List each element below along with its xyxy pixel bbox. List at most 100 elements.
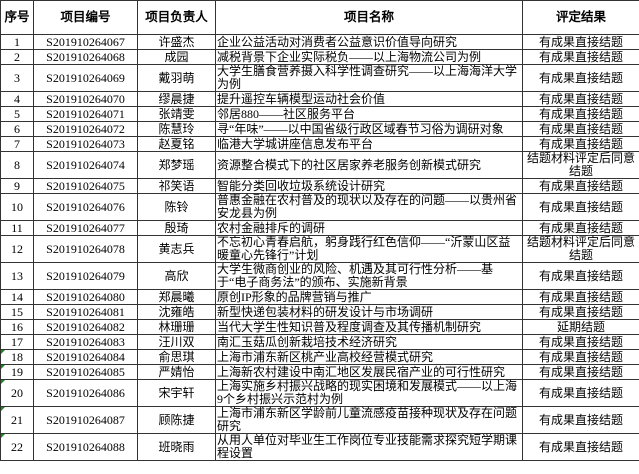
- cell-leader: 陈铃: [137, 193, 216, 221]
- table-row: 12 S201910264078 黄志兵 不忘初心青春启航，躬身践行红色信仰——“沂蒙…: [0, 235, 639, 263]
- cell-leader: 陈慧玲: [137, 121, 216, 137]
- table-row: 21 S201910264087 顾陈捷 上海市浦东新区学龄前儿童流感疫苗接种现状及存…: [0, 406, 639, 434]
- cell-project-name: 上海市浦东新区桃产业高校经营模式研究: [215, 349, 523, 365]
- cell-index: 3: [0, 64, 34, 92]
- cell-project-name: 寻“年味”——以中国省级行政区域春节习俗为调研对象: [215, 121, 523, 137]
- cell-leader: 戴羽萌: [137, 64, 216, 92]
- cell-project-name: 大学生微商创业的风险、机遇及其可行性分析——基于“电子商务法”的颁布、实施新背景: [215, 262, 523, 290]
- cell-leader: 宋宇轩: [137, 379, 216, 407]
- header-project-name: 项目名称: [215, 0, 523, 35]
- cell-project-id: S201910264073: [33, 136, 138, 152]
- cell-project-id: S201910264079: [33, 262, 138, 290]
- table-row: 19 S201910264085 严婧怡 上海新农村建设中南汇地区发展民宿产业的可行性…: [0, 364, 639, 380]
- cell-project-id: S201910264083: [33, 334, 138, 350]
- table-row: 16 S201910264082 林珊珊 当代大学生性知识普及程度调查及其传播机制研究…: [0, 319, 639, 335]
- cell-index: 16: [0, 319, 34, 335]
- table-row: 11 S201910264077 殷琦 农村金融排斥的调研 有成果直接结题: [0, 220, 639, 236]
- cell-project-id: S201910264080: [33, 289, 138, 305]
- table-row: 7 S201910264073 赵夏铭 临港大学城讲座信息发布平台 有成果直接结题: [0, 136, 639, 152]
- cell-project-name: 临港大学城讲座信息发布平台: [215, 136, 523, 152]
- cell-index: 17: [0, 334, 34, 350]
- cell-project-id: S201910264085: [33, 364, 138, 380]
- cell-leader: 沈雍皓: [137, 304, 216, 320]
- cell-project-id: S201910264081: [33, 304, 138, 320]
- cell-leader: 祁笑语: [137, 178, 216, 194]
- cell-result: 有成果直接结题: [522, 433, 639, 461]
- header-index: 序号: [0, 0, 34, 35]
- cell-comment-marker-icon: [1, 407, 5, 411]
- cell-project-id: S201910264070: [33, 91, 138, 107]
- cell-project-id: S201910264068: [33, 49, 138, 65]
- cell-result: 有成果直接结题: [522, 178, 639, 194]
- header-row: 序号 项目编号 项目负责人 项目名称 评定结果: [0, 0, 639, 35]
- table-row: 6 S201910264072 陈慧玲 寻“年味”——以中国省级行政区域春节习俗为调研…: [0, 121, 639, 137]
- cell-leader: 成园: [137, 49, 216, 65]
- cell-result: 有成果直接结题: [522, 289, 639, 305]
- table-row: 10 S201910264076 陈铃 普惠金融在农村普及的现状以及存在的问题——以贵…: [0, 193, 639, 221]
- cell-result: 有成果直接结题: [522, 91, 639, 107]
- cell-result: 有成果直接结题: [522, 349, 639, 365]
- cell-index: 9: [0, 178, 34, 194]
- cell-result: 有成果直接结题: [522, 49, 639, 65]
- cell-index: 10: [0, 193, 34, 221]
- cell-project-id: S201910264069: [33, 64, 138, 92]
- cell-project-id: S201910264076: [33, 193, 138, 221]
- cell-project-name: 新型快递包装材料的研发设计与市场调研: [215, 304, 523, 320]
- table-row: 9 S201910264075 祁笑语 智能分类回收垃圾系统设计研究 有成果直接结题: [0, 178, 639, 194]
- header-project-id: 项目编号: [33, 0, 138, 35]
- cell-comment-marker-icon: [1, 434, 5, 438]
- cell-index: 12: [0, 235, 34, 263]
- cell-result: 有成果直接结题: [522, 220, 639, 236]
- cell-index: 19: [0, 364, 34, 380]
- cell-leader: 黄志兵: [137, 235, 216, 263]
- cell-index: 21: [0, 406, 34, 434]
- cell-project-name: 上海新农村建设中南汇地区发展民宿产业的可行性研究: [215, 364, 523, 380]
- cell-index: 1: [0, 34, 34, 50]
- table-row: 22 S201910264088 班晓雨 从用人单位对毕业生工作岗位专业技能需求探究短…: [0, 433, 639, 461]
- cell-index: 5: [0, 106, 34, 122]
- table-row: 20 S201910264086 宋宇轩 上海实施乡村振兴战略的现实困境和发展模式——…: [0, 379, 639, 407]
- cell-project-id: S201910264086: [33, 379, 138, 407]
- cell-index: 11: [0, 220, 34, 236]
- cell-index: 6: [0, 121, 34, 137]
- cell-project-id: S201910264072: [33, 121, 138, 137]
- header-result: 评定结果: [522, 0, 639, 35]
- table-row: 8 S201910264074 郑梦瑶 资源整合模式下的社区居家养老服务创新模式研究结…: [0, 151, 639, 179]
- cell-index: 8: [0, 151, 34, 179]
- cell-comment-marker-icon: [1, 380, 5, 384]
- cell-project-name: 当代大学生性知识普及程度调查及其传播机制研究: [215, 319, 523, 335]
- cell-project-name: 上海实施乡村振兴战略的现实困境和发展模式——以上海9个乡村振兴示范村为例: [215, 379, 523, 407]
- cell-result: 有成果直接结题: [522, 304, 639, 320]
- cell-project-name: 上海市浦东新区学龄前儿童流感疫苗接种现状及存在问题研究: [215, 406, 523, 434]
- table-row: 3 S201910264069 戴羽萌 大学生膳食营养摄入科学性调查研究——以上海海洋…: [0, 64, 639, 92]
- cell-result: 有成果直接结题: [522, 379, 639, 407]
- table-row: 1 S201910264067 许盛杰 企业公益活动对消费者公益意识价值导向研究 有成果…: [0, 34, 639, 50]
- cell-result: 有成果直接结题: [522, 136, 639, 152]
- cell-result: 结题材料评定后同意结题: [522, 151, 639, 179]
- cell-index: 14: [0, 289, 34, 305]
- cell-result: 有成果直接结题: [522, 334, 639, 350]
- cell-leader: 殷琦: [137, 220, 216, 236]
- header-leader: 项目负责人: [137, 0, 216, 35]
- cell-project-name: 资源整合模式下的社区居家养老服务创新模式研究: [215, 151, 523, 179]
- table-row: 5 S201910264071 张靖雯 邻居880——社区服务平台 有成果直接结题: [0, 106, 639, 122]
- cell-result: 延期结题: [522, 319, 639, 335]
- table-row: 15 S201910264081 沈雍皓 新型快递包装材料的研发设计与市场调研 有成果直…: [0, 304, 639, 320]
- cell-leader: 林珊珊: [137, 319, 216, 335]
- cell-project-name: 企业公益活动对消费者公益意识价值导向研究: [215, 34, 523, 50]
- cell-project-id: S201910264071: [33, 106, 138, 122]
- cell-project-name: 普惠金融在农村普及的现状以及存在的问题——以贵州省安龙县为例: [215, 193, 523, 221]
- table-row: 14 S201910264080 郑晨曦 原创IP形象的品牌营销与推广 有成果直接结题: [0, 289, 639, 305]
- cell-leader: 郑晨曦: [137, 289, 216, 305]
- cell-comment-marker-icon: [1, 365, 5, 369]
- cell-project-name: 从用人单位对毕业生工作岗位专业技能需求探究短学期课程设置: [215, 433, 523, 461]
- cell-index: 2: [0, 49, 34, 65]
- cell-leader: 许盛杰: [137, 34, 216, 50]
- cell-project-name: 提升遥控车辆模型运动社会价值: [215, 91, 523, 107]
- table-row: 18 S201910264084 俞思琪 上海市浦东新区桃产业高校经营模式研究 有成果直…: [0, 349, 639, 365]
- cell-result: 有成果直接结题: [522, 34, 639, 50]
- cell-leader: 缪晨捷: [137, 91, 216, 107]
- cell-leader: 俞思琪: [137, 349, 216, 365]
- cell-leader: 郑梦瑶: [137, 151, 216, 179]
- cell-leader: 严婧怡: [137, 364, 216, 380]
